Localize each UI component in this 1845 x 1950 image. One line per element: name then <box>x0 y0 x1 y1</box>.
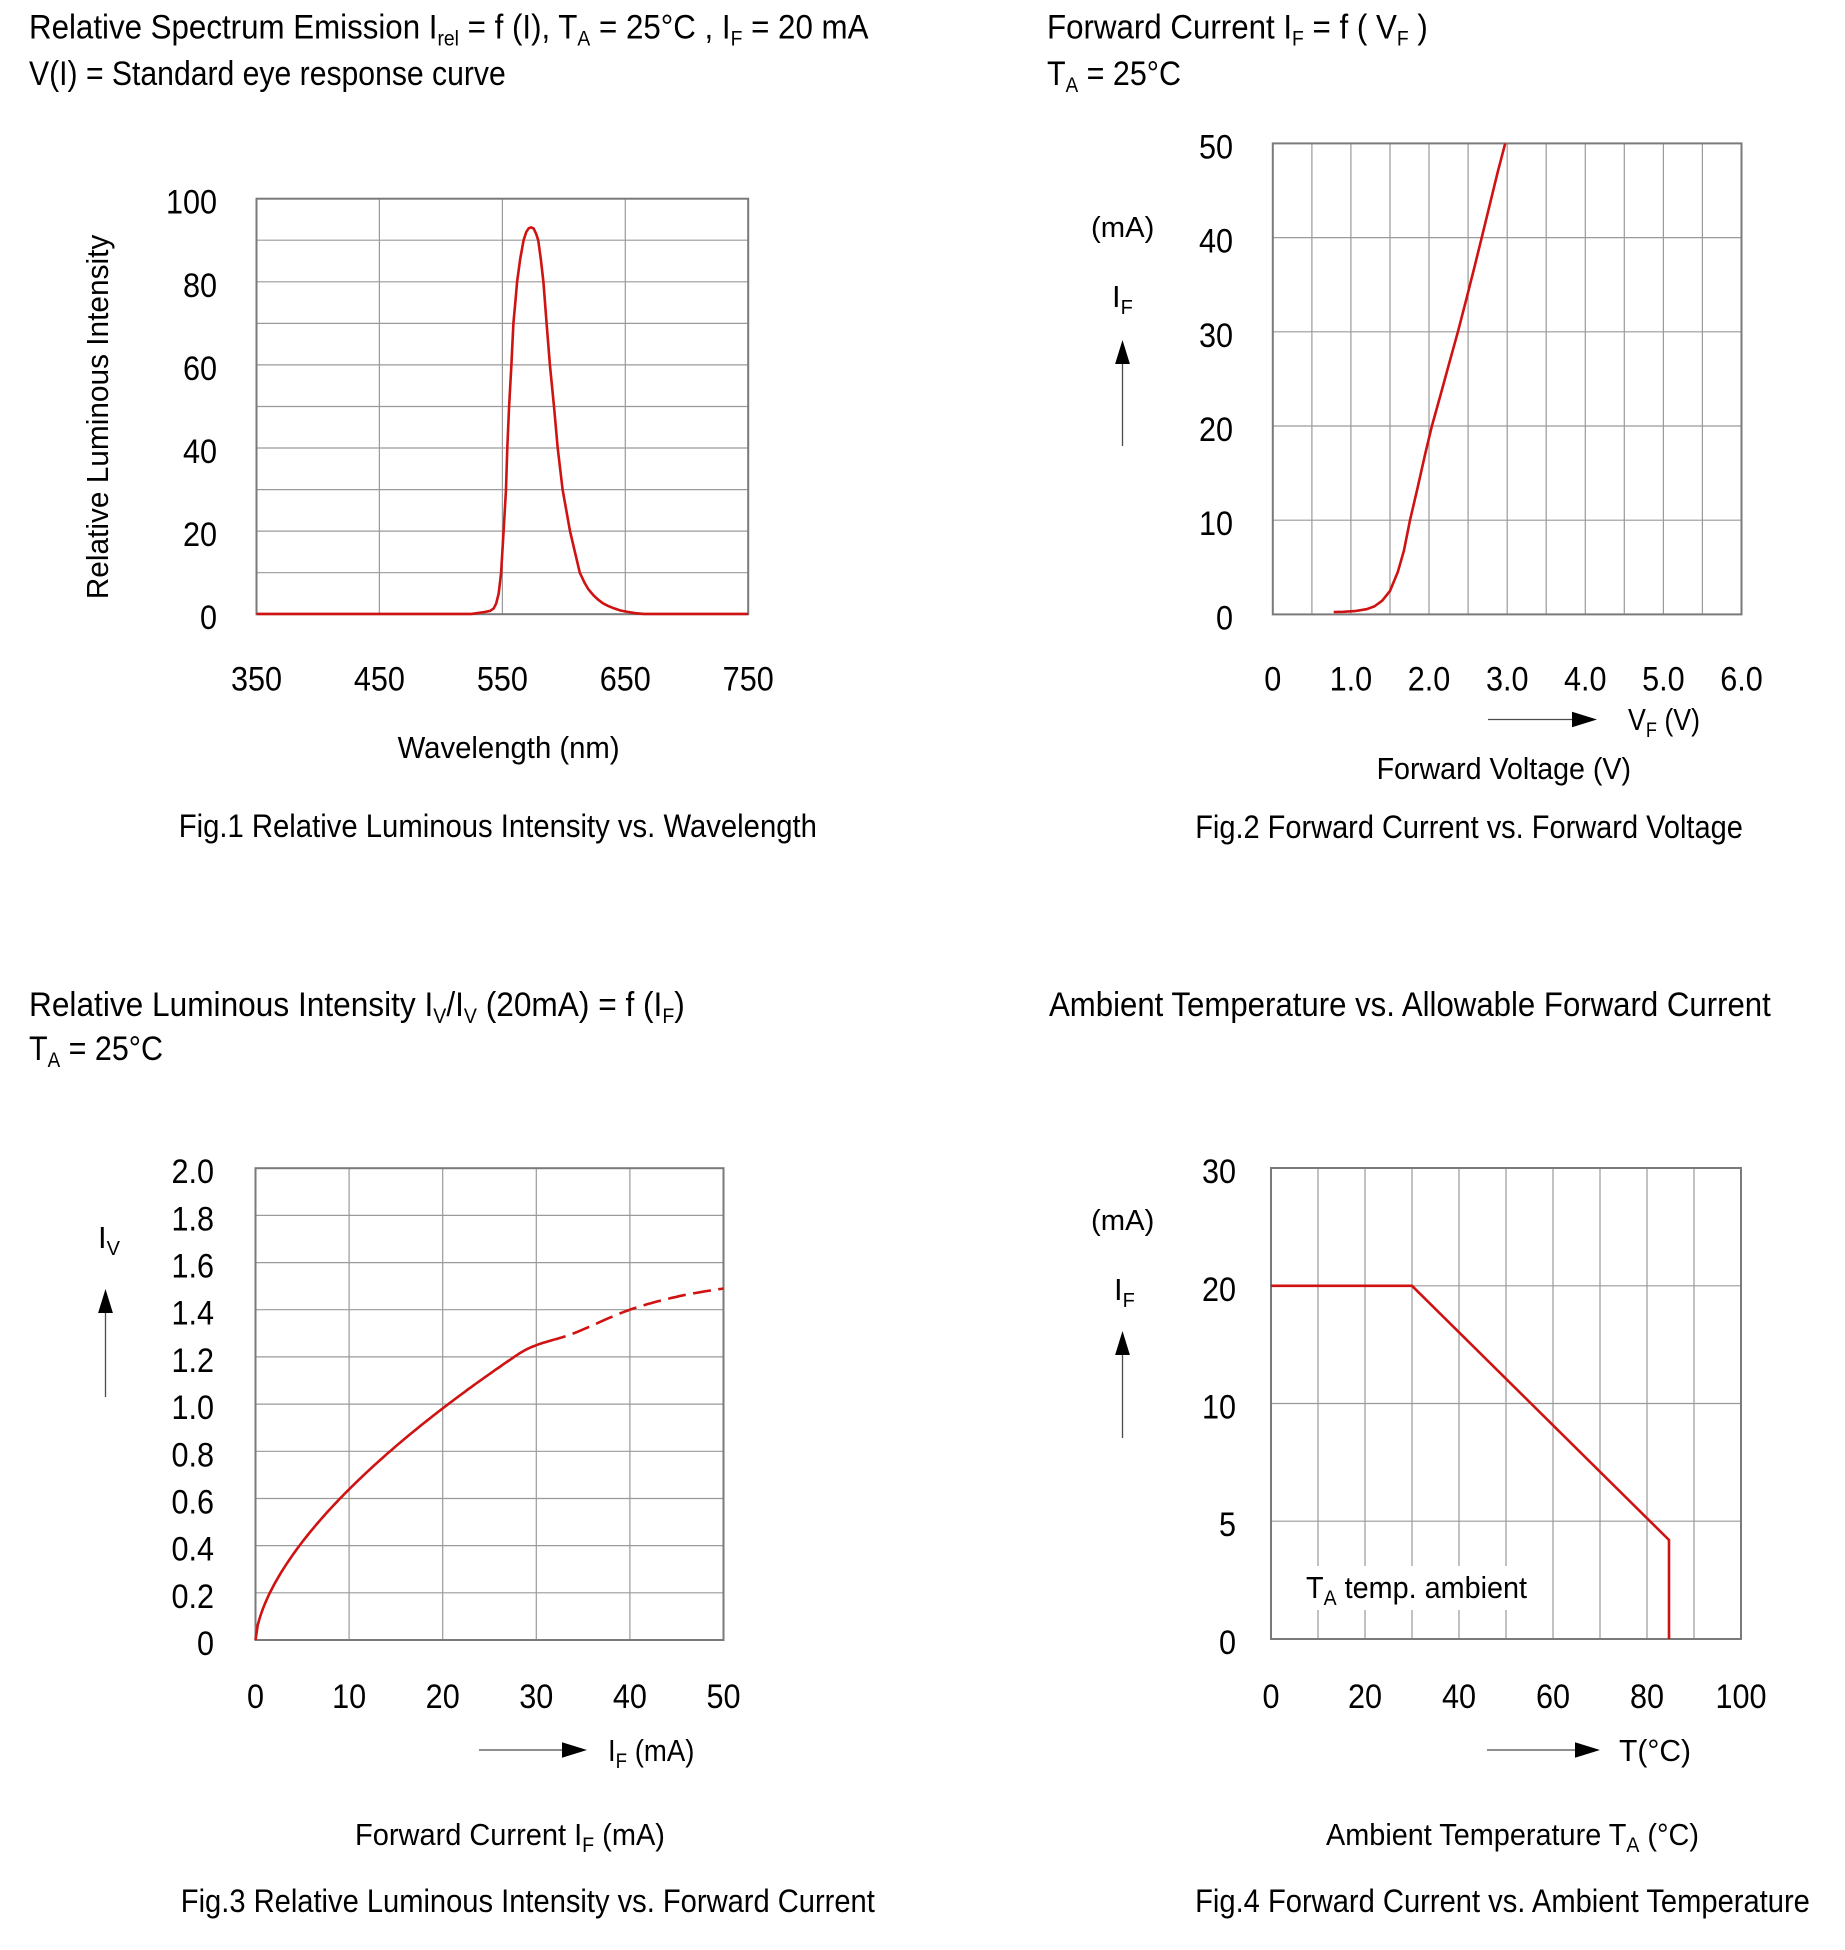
svg-text:T(°C): T(°C) <box>1619 1734 1691 1769</box>
svg-text:0: 0 <box>197 1625 214 1663</box>
svg-text:3.0: 3.0 <box>1486 660 1529 698</box>
svg-text:0.2: 0.2 <box>171 1577 214 1615</box>
svg-text:Forward Voltage (V): Forward Voltage (V) <box>1377 752 1631 786</box>
svg-text:30: 30 <box>1199 316 1233 354</box>
svg-text:50: 50 <box>1199 128 1233 166</box>
svg-text:550: 550 <box>477 660 528 698</box>
svg-text:0: 0 <box>1262 1678 1279 1716</box>
svg-text:0: 0 <box>1219 1624 1236 1662</box>
svg-text:750: 750 <box>723 660 774 698</box>
svg-text:20: 20 <box>1348 1678 1382 1716</box>
svg-text:Forward Current IF = f ( VF ): Forward Current IF = f ( VF ) <box>1047 7 1428 50</box>
svg-text:5.0: 5.0 <box>1642 660 1685 698</box>
svg-text:10: 10 <box>1202 1388 1236 1426</box>
svg-text:Fig.3 Relative Luminous Intens: Fig.3 Relative Luminous Intensity vs. Fo… <box>181 1884 875 1920</box>
svg-text:Ambient Temperature vs. Allowa: Ambient Temperature vs. Allowable Forwar… <box>1049 985 1771 1024</box>
svg-text:1.2: 1.2 <box>171 1341 214 1379</box>
svg-text:80: 80 <box>1630 1678 1664 1716</box>
svg-text:Fig.2 Forward Current vs. Forw: Fig.2 Forward Current vs. Forward Voltag… <box>1195 810 1743 846</box>
svg-text:10: 10 <box>1199 505 1233 543</box>
svg-text:30: 30 <box>1202 1153 1236 1191</box>
svg-text:20: 20 <box>183 516 217 554</box>
svg-text:30: 30 <box>519 1678 553 1716</box>
svg-text:5: 5 <box>1219 1506 1236 1544</box>
svg-text:100: 100 <box>1715 1678 1766 1716</box>
svg-text:40: 40 <box>1199 222 1233 260</box>
svg-text:0: 0 <box>1264 660 1281 698</box>
svg-text:0.4: 0.4 <box>171 1530 214 1568</box>
svg-text:6.0: 6.0 <box>1720 660 1763 698</box>
svg-text:100: 100 <box>166 183 217 221</box>
svg-text:40: 40 <box>183 433 217 471</box>
svg-text:VF (V): VF (V) <box>1628 703 1700 742</box>
svg-text:Relative Luminous Intensity: Relative Luminous Intensity <box>80 234 115 599</box>
svg-text:Wavelength (nm): Wavelength (nm) <box>398 731 620 765</box>
svg-text:4.0: 4.0 <box>1564 660 1607 698</box>
svg-text:Forward Current IF (mA): Forward Current IF (mA) <box>355 1818 665 1857</box>
svg-text:20: 20 <box>426 1678 460 1716</box>
svg-text:1.4: 1.4 <box>171 1294 214 1332</box>
svg-text:80: 80 <box>183 266 217 304</box>
svg-text:50: 50 <box>706 1678 740 1716</box>
svg-text:40: 40 <box>613 1678 647 1716</box>
svg-text:Fig.1 Relative Luminous Intens: Fig.1 Relative Luminous Intensity vs. Wa… <box>179 809 817 844</box>
svg-text:V(I) = Standard eye response c: V(I) = Standard eye response curve <box>29 54 506 92</box>
svg-text:350: 350 <box>231 660 282 698</box>
svg-text:650: 650 <box>600 660 651 698</box>
svg-text:0.8: 0.8 <box>171 1436 214 1474</box>
svg-text:0: 0 <box>247 1678 264 1716</box>
svg-text:60: 60 <box>1536 1678 1570 1716</box>
svg-text:Ambient Temperature TA (°C): Ambient Temperature TA (°C) <box>1326 1818 1699 1857</box>
svg-text:0.6: 0.6 <box>171 1483 214 1521</box>
svg-text:60: 60 <box>183 349 217 387</box>
svg-text:Fig.4 Forward Current vs. Ambi: Fig.4 Forward Current vs. Ambient Temper… <box>1195 1884 1810 1920</box>
svg-text:0: 0 <box>1216 599 1233 637</box>
svg-text:40: 40 <box>1442 1678 1476 1716</box>
svg-text:(mA): (mA) <box>1091 212 1154 244</box>
svg-text:10: 10 <box>332 1678 366 1716</box>
svg-text:(mA): (mA) <box>1091 1205 1154 1237</box>
svg-text:2.0: 2.0 <box>171 1153 214 1191</box>
svg-text:1.6: 1.6 <box>171 1247 214 1285</box>
svg-text:TA temp. ambient: TA temp. ambient <box>1306 1571 1528 1610</box>
svg-text:450: 450 <box>354 660 405 698</box>
svg-text:1.0: 1.0 <box>1330 660 1373 698</box>
svg-text:2.0: 2.0 <box>1408 660 1451 698</box>
svg-text:Relative Luminous Intensity IV: Relative Luminous Intensity IV/IV (20mA)… <box>29 985 685 1028</box>
svg-text:0: 0 <box>200 599 217 637</box>
svg-text:1.8: 1.8 <box>171 1200 214 1238</box>
svg-text:20: 20 <box>1202 1270 1236 1308</box>
svg-text:1.0: 1.0 <box>171 1389 214 1427</box>
svg-text:20: 20 <box>1199 411 1233 449</box>
